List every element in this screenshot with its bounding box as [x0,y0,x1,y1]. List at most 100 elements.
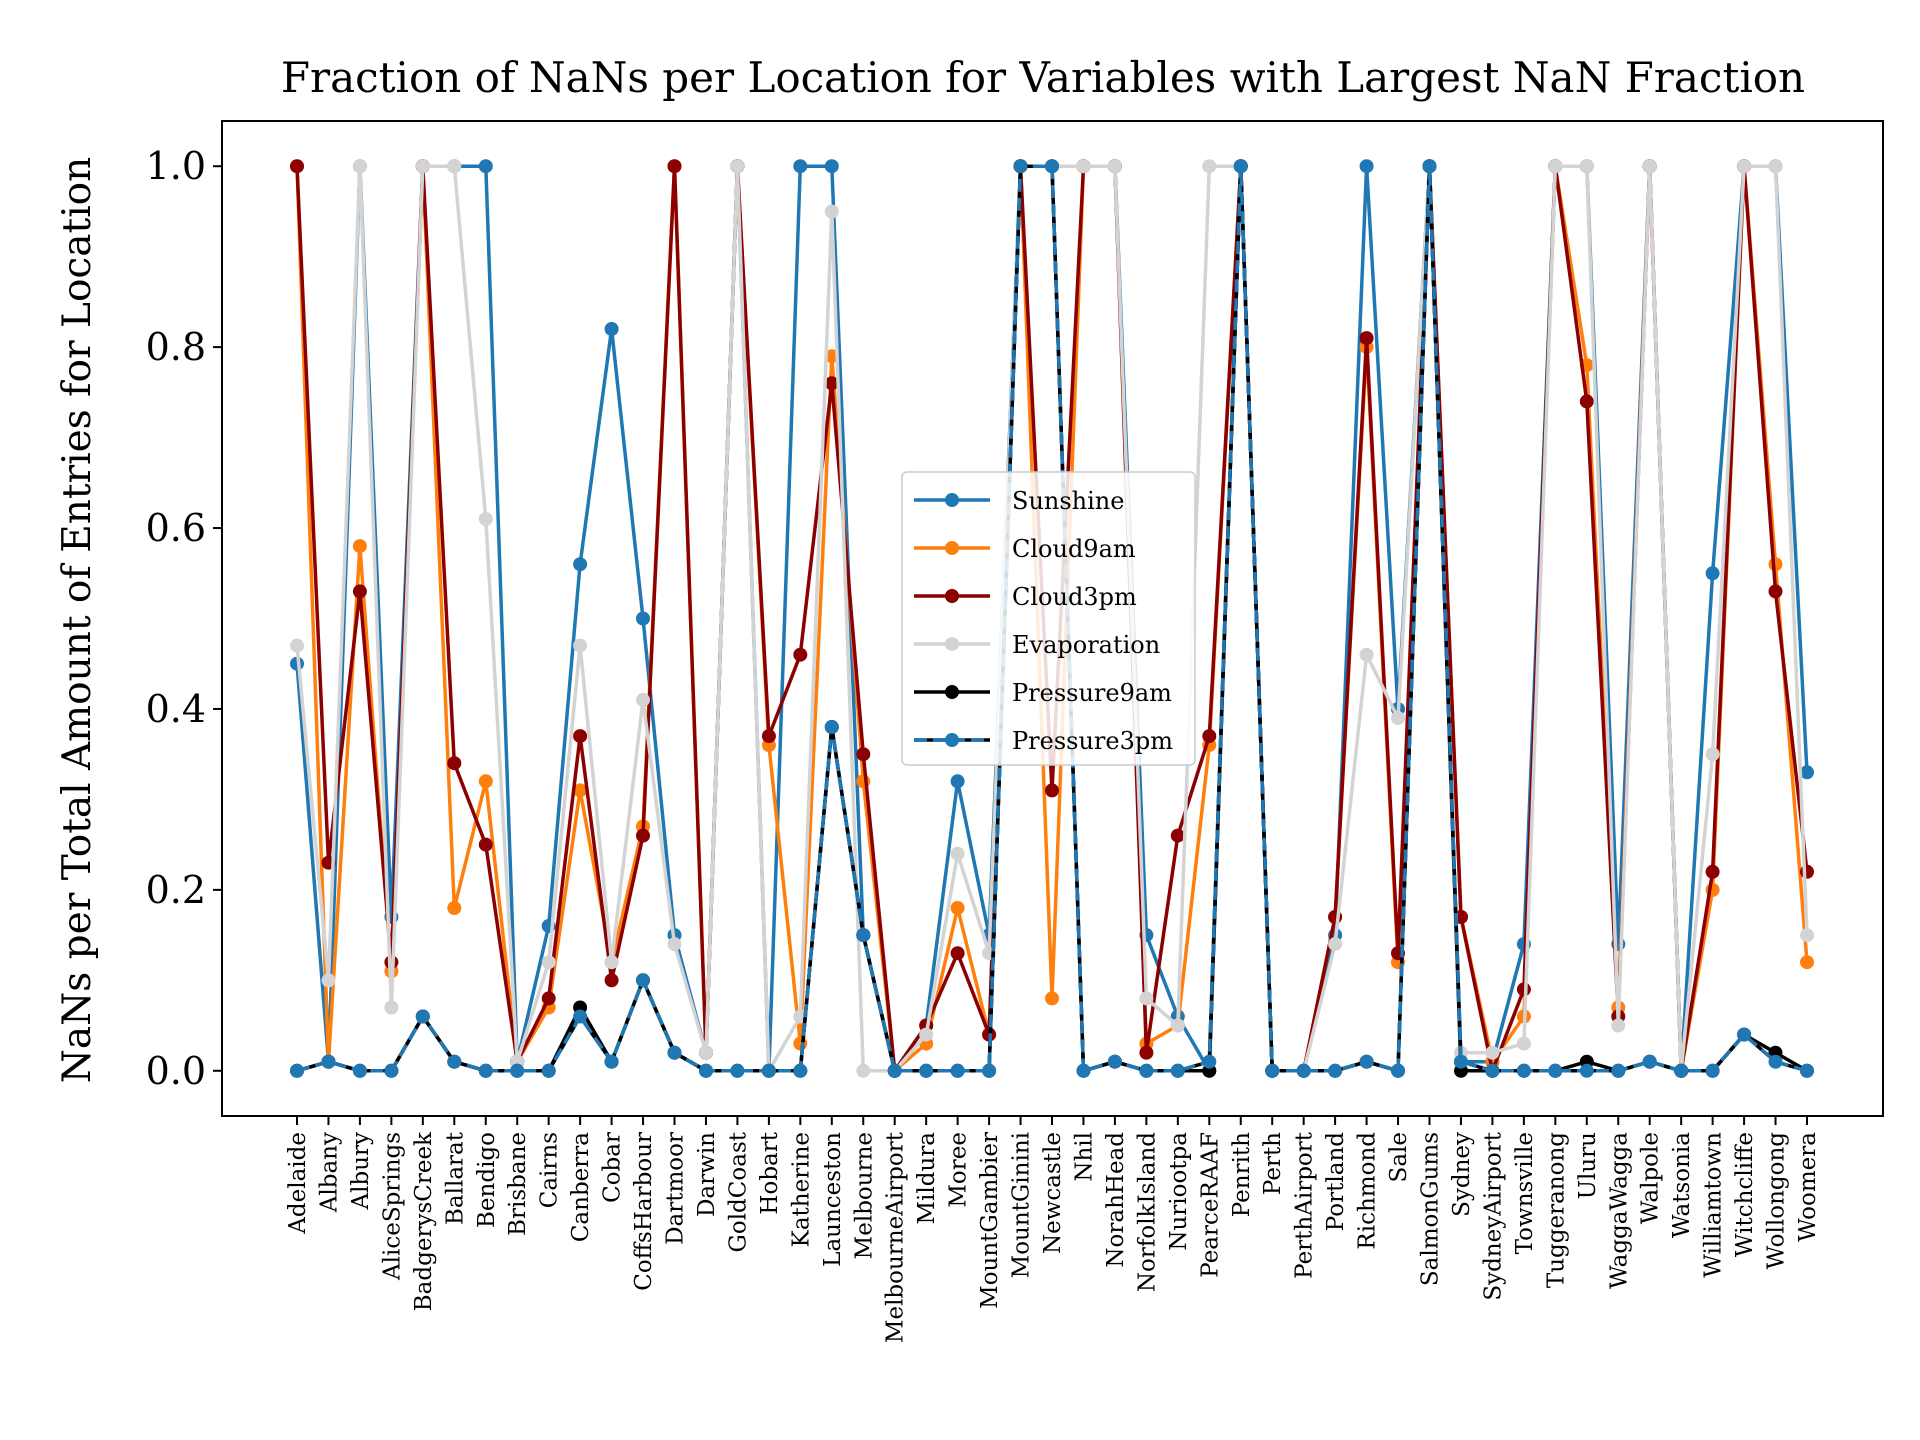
data-point [1107,1054,1122,1069]
data-point [1139,1063,1154,1078]
data-point [1328,1063,1343,1078]
data-point [1202,1054,1217,1069]
data-point [950,846,965,861]
data-point [1674,1063,1689,1078]
data-point [604,955,619,970]
x-tick-label: SydneyAirport [1480,1131,1506,1300]
data-point [1359,331,1374,346]
x-tick-label: MountGinini [1009,1132,1035,1278]
x-tick-label: Cairns [537,1132,563,1208]
legend-entry-evaporation: Evaporation [914,631,1160,659]
data-point [950,901,965,915]
data-point [856,1063,871,1078]
data-point [1548,1063,1563,1078]
y-tick-label: 0.4 [146,687,206,731]
x-tick-label: Richmond [1355,1132,1381,1250]
data-point [573,729,588,744]
data-point [1139,1045,1154,1060]
legend-entry-pressure9am: Pressure9am [914,679,1172,707]
data-point [352,1063,367,1078]
legend-label: Sunshine [1012,487,1124,515]
x-tick-label: Penrith [1229,1132,1255,1217]
data-point [415,159,430,174]
data-point [1642,159,1657,174]
legend-label: Cloud9am [1012,535,1136,563]
y-tick-label: 1.0 [146,144,206,188]
data-point [321,973,336,988]
data-point [1170,1018,1185,1033]
data-point [384,1000,399,1015]
data-point [1139,991,1154,1006]
data-point [793,647,808,662]
data-point [1202,159,1217,174]
data-point [1800,928,1814,943]
x-tick-label: Brisbane [505,1132,531,1236]
data-point [793,1036,808,1051]
legend-marker [945,541,959,555]
x-tick-label: Hobart [757,1131,783,1214]
legend-label: Evaporation [1012,631,1160,659]
legend-entry-pressure3pm: Pressure3pm [914,727,1173,755]
data-point [1045,159,1059,174]
x-tick-label: Moree [946,1132,972,1208]
data-point [982,1063,997,1078]
x-tick-label: Mildura [914,1132,940,1225]
data-point [290,1063,304,1078]
x-tick-label: Darwin [694,1132,720,1217]
x-tick-label: Walpole [1638,1132,1664,1224]
x-tick-label: Cobar [600,1132,626,1203]
data-point [604,322,619,336]
data-point [1705,864,1720,879]
data-point [1737,1027,1752,1042]
legend-marker [945,637,959,651]
x-tick-label: PerthAirport [1292,1131,1318,1279]
data-point [384,1063,399,1078]
data-point [541,1063,556,1078]
y-tick-label: 0.2 [146,868,206,912]
y-axis-label: NaNs per Total Amount of Entries for Loc… [55,157,100,1084]
data-point [1485,1063,1500,1078]
x-tick-label: Wollongong [1764,1132,1790,1270]
legend-marker [945,493,959,507]
data-point [1485,1045,1500,1060]
data-point [636,973,650,988]
x-tick-label: Williamtown [1701,1132,1727,1278]
data-point [1233,159,1248,174]
legend-marker [945,685,959,699]
data-point [887,1063,902,1078]
x-tick-label: NorahHead [1103,1132,1129,1268]
data-point [761,729,776,744]
data-point [573,1009,588,1024]
data-point [730,159,745,174]
data-point [919,1063,934,1078]
data-point [699,1063,713,1078]
data-point [321,1054,336,1069]
x-tick-label: WaggaWagga [1606,1132,1632,1289]
legend-label: Pressure9am [1012,679,1172,707]
data-point [1768,1054,1783,1069]
data-point [1013,159,1028,174]
data-point [1800,955,1814,970]
data-point [1800,1063,1814,1078]
data-point [1516,982,1531,997]
data-point [1359,647,1374,662]
data-point [1391,1063,1405,1078]
data-point [667,937,682,952]
data-point [447,1054,462,1069]
x-tick-label: Sydney [1449,1132,1475,1217]
data-point [1705,1063,1720,1078]
data-point [636,828,650,843]
data-point [573,638,588,653]
x-tick-label: Canberra [568,1132,594,1242]
data-point [1076,1063,1091,1078]
data-point [856,747,871,762]
x-tick-label: Dartmoor [663,1132,689,1245]
data-point [604,973,619,988]
x-tick-label: Uluru [1575,1132,1601,1199]
y-axis-ticks: 0.0 0.2 0.4 0.6 0.8 1.0 [146,144,222,1093]
x-tick-label: BadgerysCreek [411,1131,437,1311]
data-point [1422,159,1437,174]
data-point [793,159,808,174]
data-point [478,774,493,789]
